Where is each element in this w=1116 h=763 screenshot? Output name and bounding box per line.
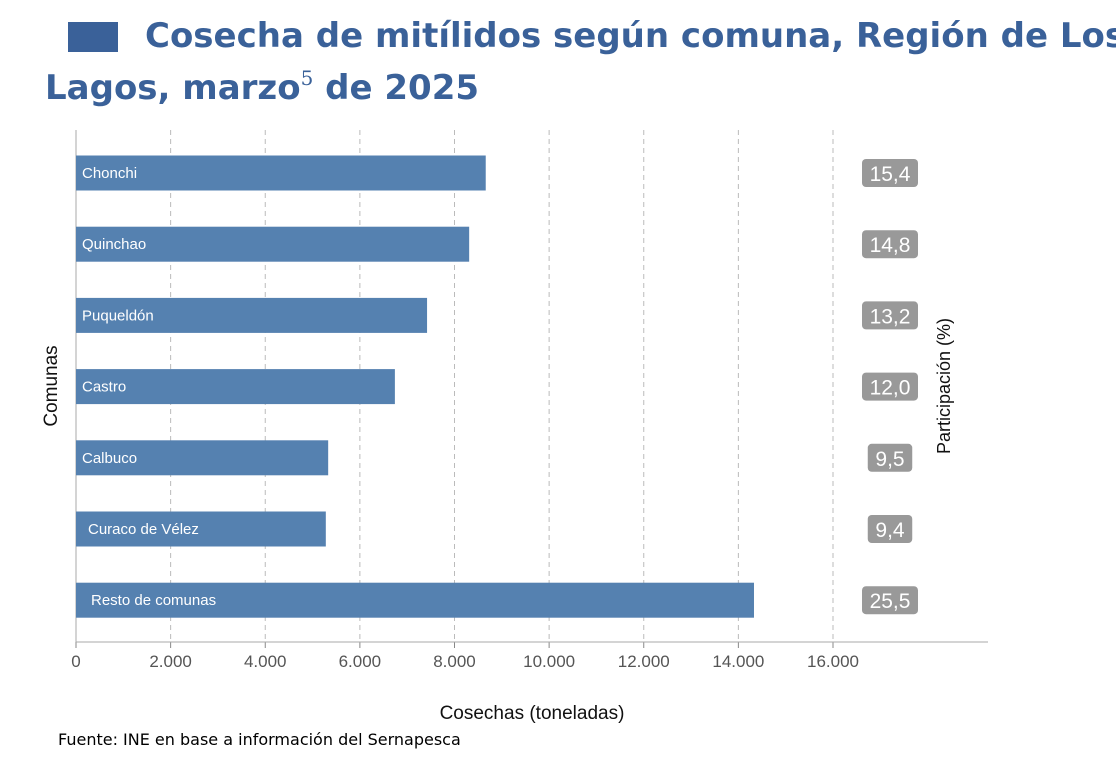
- bar-label: Castro: [82, 379, 126, 396]
- participation-label: 15,4: [870, 163, 911, 186]
- bar: [76, 440, 329, 476]
- participation-label: 25,5: [870, 590, 911, 613]
- bar-label: Chonchi: [82, 165, 137, 182]
- x-tick-label: 12.000: [618, 652, 670, 671]
- title-text: Lagos, marzo: [45, 68, 301, 108]
- participation-badge: [867, 515, 913, 543]
- x-tick-label: 0: [71, 652, 80, 671]
- title-footnote: 5: [300, 66, 314, 90]
- x-tick-label: 14.000: [712, 652, 764, 671]
- chart-title-line1: Cosecha de mitílidos según comuna, Regió…: [145, 16, 1116, 56]
- participation-badge: [862, 159, 918, 187]
- x-tick-label: 10.000: [523, 652, 575, 671]
- bar-label: Calbuco: [82, 450, 137, 467]
- bar-label: Puqueldón: [82, 307, 154, 324]
- participation-label: 12,0: [870, 377, 911, 400]
- bar: [76, 155, 486, 191]
- participation-badge: [862, 586, 918, 615]
- participation-label: 9,4: [875, 519, 905, 542]
- x-tick-label: 2.000: [149, 652, 192, 671]
- participation-badge: [867, 443, 913, 472]
- bar: [76, 511, 326, 547]
- title-legend-square: [68, 22, 118, 52]
- source-note: Fuente: INE en base a información del Se…: [58, 730, 461, 749]
- participation-badge: [862, 230, 918, 259]
- y2-axis-title: Participación (%): [934, 318, 954, 454]
- participation-badge: [862, 301, 918, 330]
- bar-label: Resto de comunas: [91, 592, 216, 609]
- y-axis-title: Comunas: [41, 345, 62, 426]
- participation-badge: [862, 372, 918, 401]
- participation-label: 13,2: [870, 305, 911, 328]
- bar: [76, 226, 470, 262]
- bar: [76, 582, 754, 618]
- bar-label: Quinchao: [82, 236, 146, 253]
- participation-label: 14,8: [870, 234, 911, 257]
- x-tick-label: 4.000: [244, 652, 287, 671]
- chart-title-line2: Lagos, marzo5 de 2025: [45, 66, 479, 108]
- x-tick-label: 6.000: [339, 652, 382, 671]
- x-tick-label: 16.000: [807, 652, 859, 671]
- title-year: de 2025: [313, 68, 480, 108]
- x-axis-title: Cosechas (toneladas): [440, 703, 625, 724]
- participation-label: 9,5: [875, 448, 904, 471]
- bar: [76, 297, 428, 333]
- x-tick-label: 8.000: [433, 652, 476, 671]
- bar-label: Curaco de Vélez: [88, 521, 199, 538]
- bar: [76, 369, 395, 405]
